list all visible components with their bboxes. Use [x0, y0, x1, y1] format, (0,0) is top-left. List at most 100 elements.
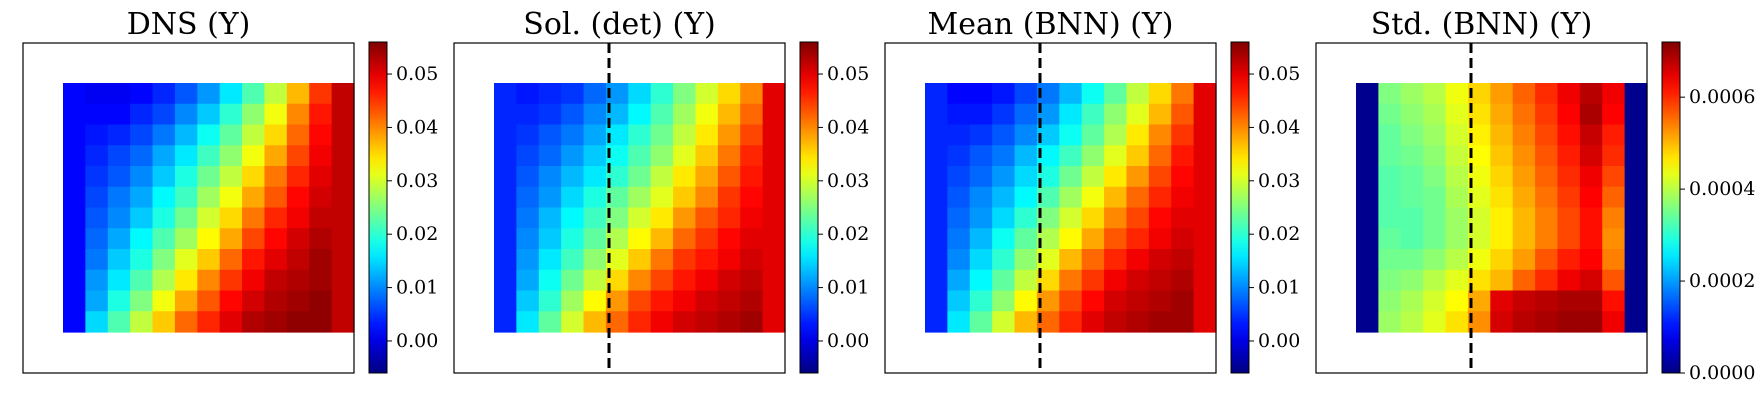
heatmap-cell: [762, 166, 786, 188]
colorbar-tick-label: 0.00: [827, 330, 869, 352]
heatmap-cell: [925, 269, 948, 292]
heatmap-cell: [1126, 83, 1150, 105]
heatmap-cell: [717, 166, 741, 188]
heatmap-cell: [717, 83, 741, 105]
heatmap-cell: [628, 207, 652, 229]
heatmap-cell: [1490, 186, 1514, 209]
heatmap-cell: [1356, 166, 1379, 188]
heatmap-cell: [1624, 124, 1648, 146]
heatmap-cell: [197, 83, 221, 105]
heatmap-cell: [992, 145, 1016, 167]
heatmap-cell: [561, 228, 585, 250]
heatmap-cell: [1445, 145, 1469, 167]
heatmap-cell: [992, 269, 1016, 292]
heatmap-cell: [1423, 103, 1447, 126]
heatmap-cell: [673, 207, 697, 229]
heatmap-cell: [197, 166, 221, 188]
heatmap-cell: [1445, 186, 1469, 209]
heatmap-cell: [1036, 83, 1060, 105]
heatmap-cell: [1378, 311, 1402, 333]
heatmap-cell: [969, 311, 993, 333]
heatmap-cell: [762, 228, 786, 250]
heatmap-cell: [1602, 269, 1626, 292]
heatmap-cell: [130, 83, 154, 105]
heatmap-cell: [969, 124, 993, 146]
heatmap-cell: [1624, 249, 1648, 271]
heatmap-cell: [992, 166, 1016, 188]
chart-title: Sol. (det) (Y): [523, 7, 715, 42]
heatmap-cell: [947, 311, 971, 333]
heatmap-cell: [1104, 228, 1128, 250]
heatmap-cell: [650, 83, 674, 105]
heatmap-cell: [264, 249, 288, 271]
heatmap-cell: [152, 249, 176, 271]
heatmap-cell: [174, 311, 198, 333]
heatmap-cell: [286, 124, 310, 146]
heatmap-cell: [219, 290, 243, 312]
colorbar-tick-label: 0.04: [827, 116, 869, 138]
heatmap-cell: [1557, 83, 1581, 105]
heatmap-cell: [1602, 145, 1626, 167]
chart-panel-3: Mean (BNN) (Y) 0.00 0.01 0.02 0.03 0.04 0.05: [884, 7, 1300, 374]
heatmap-cell: [538, 290, 562, 312]
heatmap-cell: [1557, 269, 1581, 292]
heatmap-cell: [1014, 145, 1038, 167]
heatmap-cell: [219, 228, 243, 250]
heatmap-cell: [992, 290, 1016, 312]
heatmap-cell: [1602, 311, 1626, 333]
heatmap-cell: [1126, 269, 1150, 292]
heatmap-cell: [1014, 228, 1038, 250]
heatmap-cell: [740, 124, 764, 146]
heatmap-cell: [174, 249, 198, 271]
heatmap-cell: [717, 269, 741, 292]
heatmap-cell: [1579, 269, 1603, 292]
heatmap-cell: [331, 311, 355, 333]
heatmap-cell: [309, 103, 333, 126]
heatmap-cell: [494, 83, 517, 105]
heatmap-cell: [925, 124, 948, 146]
heatmap-cell: [494, 249, 517, 271]
heatmap-cell: [1148, 124, 1172, 146]
heatmap-cell: [1059, 103, 1083, 126]
heatmap-cell: [1512, 145, 1536, 167]
colorbar-tick-label: 0.03: [1258, 170, 1300, 192]
heatmap-cell: [494, 186, 517, 209]
heatmap-cell: [174, 103, 198, 126]
heatmap-cell: [1036, 103, 1060, 126]
heatmap-cell: [650, 269, 674, 292]
heatmap-cell: [1378, 207, 1402, 229]
heatmap-cell: [1535, 103, 1559, 126]
heatmap-cell: [1356, 145, 1379, 167]
heatmap-cell: [717, 290, 741, 312]
heatmap-cell: [1400, 166, 1424, 188]
heatmap-cell: [1535, 83, 1559, 105]
colorbar-tick-label: 0.0000: [1689, 362, 1755, 384]
heatmap-cell: [1557, 103, 1581, 126]
heatmap-cell: [605, 145, 629, 167]
heatmap-cell: [1148, 311, 1172, 333]
heatmap-cell: [673, 124, 697, 146]
heatmap-cell: [331, 290, 355, 312]
heatmap-cell: [561, 249, 585, 271]
heatmap-cell: [1148, 228, 1172, 250]
heatmap-cell: [1579, 145, 1603, 167]
heatmap-cell: [628, 228, 652, 250]
axes-frame: [884, 42, 1217, 374]
heatmap-cell: [673, 166, 697, 188]
heatmap-cell: [695, 290, 719, 312]
heatmap-cell: [1400, 207, 1424, 229]
heatmap-cell: [63, 311, 86, 333]
heatmap-cell: [1423, 249, 1447, 271]
heatmap-cell: [107, 83, 131, 105]
heatmap-cell: [1579, 83, 1603, 105]
heatmap-cell: [969, 269, 993, 292]
heatmap-cell: [605, 249, 629, 271]
heatmap-cell: [762, 249, 786, 271]
heatmap-cell: [740, 83, 764, 105]
heatmap-cell: [695, 145, 719, 167]
heatmap-cell: [561, 186, 585, 209]
heatmap-cell: [1193, 228, 1217, 250]
heatmap-cell: [1193, 207, 1217, 229]
heatmap-cell: [925, 103, 948, 126]
heatmap-cell: [1171, 269, 1195, 292]
